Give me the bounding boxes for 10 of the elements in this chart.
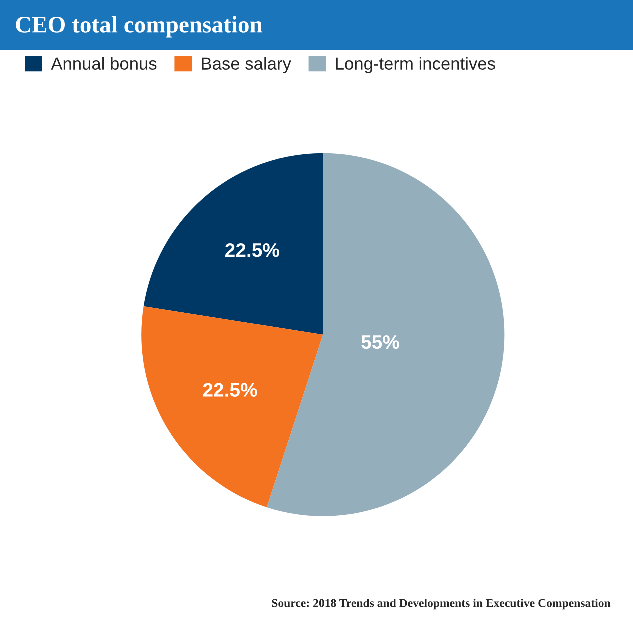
data-label: 22.5% [203, 383, 258, 397]
data-label: 55% [362, 335, 400, 350]
legend-label: Annual bonus [51, 57, 157, 70]
legend-label: Long-term incentives [336, 57, 496, 74]
source-note: Source: 2018 Trends and Developments in Executive Compensation [272, 598, 611, 610]
chart-title: CEO total compensation [16, 16, 263, 38]
data-label: 22.5% [226, 243, 280, 258]
pie-slice [142, 306, 324, 508]
legend-label: Base salary [202, 57, 292, 74]
pie-slice [144, 153, 324, 335]
